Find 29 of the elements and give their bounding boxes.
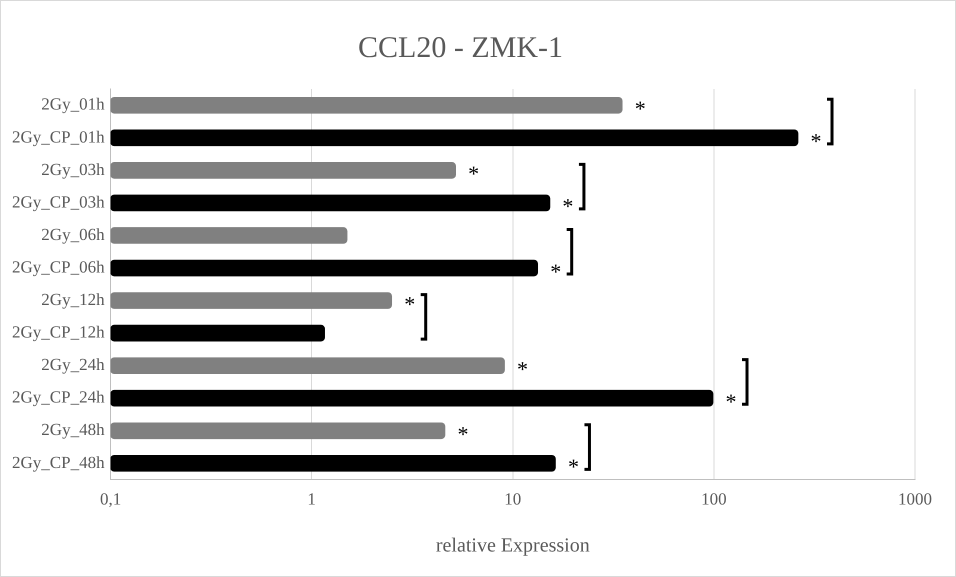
annotation: * — [404, 291, 416, 316]
annotation: * — [568, 454, 579, 480]
y-tick-label: 2Gy_06h — [41, 224, 106, 244]
x-tick-label: 100 — [701, 489, 727, 508]
x-tick-label: 10 — [504, 489, 522, 508]
x-tick-label: 0,1 — [100, 489, 122, 508]
y-tick-label: 2Gy_CP_48h — [12, 452, 106, 472]
annotation: * — [562, 194, 574, 219]
annotation: * — [634, 96, 646, 122]
annotation: * — [550, 258, 562, 284]
y-tick-label: 2Gy_CP_06h — [12, 257, 106, 276]
y-tick-label: 2Gy_24h — [41, 355, 106, 374]
y-tick-label: 2Gy_CP_03h — [12, 192, 106, 212]
y-tick-label: 2Gy_01h — [41, 94, 106, 114]
y-tick-label: 2Gy_CP_01h — [12, 127, 106, 146]
y-tick-label: 2Gy_12h — [41, 290, 106, 310]
y-tick-label: 2Gy_CP_12h — [12, 322, 106, 342]
y-tick-label: 2Gy_48h — [41, 420, 106, 440]
annotation: * — [726, 389, 737, 414]
y-tick-label: 2Gy_CP_24h — [12, 388, 106, 407]
annotation: * — [517, 356, 528, 382]
x-tick-label: 1 — [307, 489, 316, 508]
annotation: * — [810, 128, 822, 154]
chart-title: CCL20 - ZMK-1 — [358, 30, 563, 64]
annotation: * — [457, 422, 468, 447]
annotation: * — [468, 161, 480, 186]
y-tick-label: 2Gy_03h — [41, 160, 106, 179]
x-axis-title: relative Expression — [436, 534, 590, 556]
x-tick-label: 1000 — [898, 489, 932, 508]
